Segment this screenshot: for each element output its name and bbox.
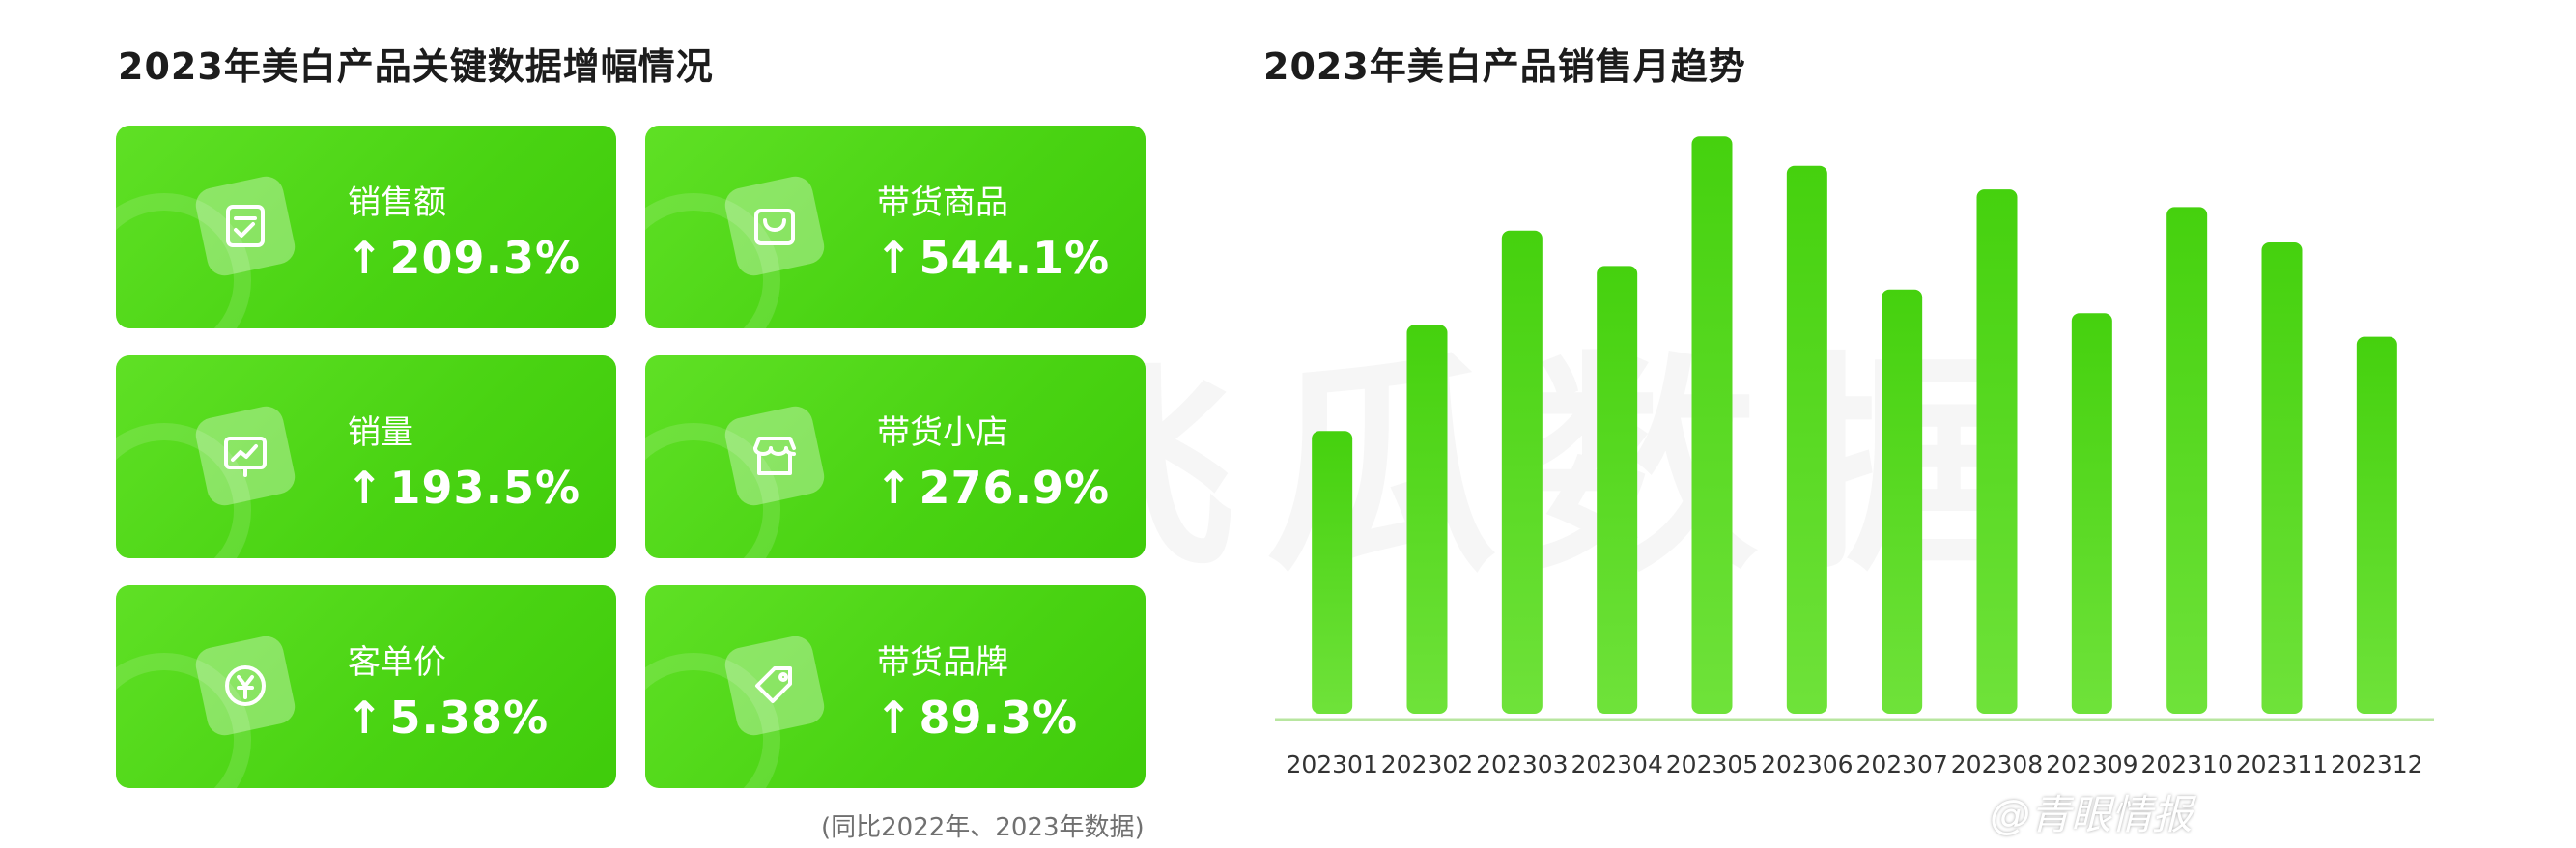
bar-202309 xyxy=(2071,313,2112,714)
metric-value: ↑ 89.3% xyxy=(875,692,1079,744)
bar-202305 xyxy=(1691,136,1733,714)
bar-202304 xyxy=(1597,266,1638,714)
metric-value: ↑ 544.1% xyxy=(875,232,1111,284)
metric-label: 带货商品 xyxy=(877,184,1008,222)
bar-202307 xyxy=(1882,289,1923,714)
bar-202308 xyxy=(1976,189,2018,715)
up-arrow-icon: ↑ xyxy=(875,462,914,514)
metric-label: 带货品牌 xyxy=(877,643,1008,682)
metric-card-shops: 带货小店 ↑ 276.9% xyxy=(645,355,1146,558)
storefront-icon xyxy=(722,403,828,509)
up-arrow-icon: ↑ xyxy=(346,692,384,744)
metric-label: 销售额 xyxy=(348,184,446,222)
metric-value: ↑ 193.5% xyxy=(346,462,581,514)
x-tick-label: 202302 xyxy=(1381,750,1473,778)
bar-202310 xyxy=(2166,207,2208,714)
x-tick-label: 202307 xyxy=(1855,750,1947,778)
monthly-sales-bar-chart: 202301 202302 202303 202304 202305 202306 2023… xyxy=(1275,136,2434,778)
x-tick-label: 202304 xyxy=(1571,750,1662,778)
up-arrow-icon: ↑ xyxy=(875,692,914,744)
x-tick-label: 202308 xyxy=(1951,750,2043,778)
x-tick-label: 202305 xyxy=(1666,750,1758,778)
up-arrow-icon: ↑ xyxy=(346,462,384,514)
bar-202302 xyxy=(1406,325,1448,714)
metric-label: 带货小店 xyxy=(877,413,1008,452)
x-tick-label: 202310 xyxy=(2140,750,2232,778)
bar-202312 xyxy=(2356,336,2397,714)
metric-card-sales-amount: 销售额 ↑ 209.3% xyxy=(116,126,616,328)
chart-title: 2023年美白产品销售月趋势 xyxy=(1263,45,1746,88)
metric-value: ↑ 5.38% xyxy=(346,692,550,744)
bar-202306 xyxy=(1786,165,1827,714)
metric-value: ↑ 276.9% xyxy=(875,462,1111,514)
yen-coin-icon xyxy=(192,633,298,739)
metric-card-sales-volume: 销量 ↑ 193.5% xyxy=(116,355,616,558)
x-tick-label: 202303 xyxy=(1476,750,1568,778)
x-tick-label: 202311 xyxy=(2236,750,2328,778)
price-tag-icon xyxy=(722,633,828,739)
metric-card-products: 带货商品 ↑ 544.1% xyxy=(645,126,1146,328)
credit-watermark: @青眼情报 xyxy=(1990,791,2194,838)
trend-board-icon xyxy=(192,403,298,509)
metric-label: 销量 xyxy=(348,413,413,452)
bar-202301 xyxy=(1312,431,1353,714)
metric-card-unit-price: 客单价 ↑ 5.38% xyxy=(116,585,616,788)
x-tick-label: 202301 xyxy=(1286,750,1377,778)
footnote: (同比2022年、2023年数据) xyxy=(821,813,1145,842)
up-arrow-icon: ↑ xyxy=(346,232,384,284)
receipt-icon xyxy=(192,173,298,279)
bar-202311 xyxy=(2261,242,2303,714)
metric-value: ↑ 209.3% xyxy=(346,232,581,284)
metric-label: 客单价 xyxy=(348,643,446,682)
x-tick-label: 202306 xyxy=(1761,750,1853,778)
bar-202303 xyxy=(1501,230,1543,715)
x-tick-label: 202309 xyxy=(2046,750,2137,778)
up-arrow-icon: ↑ xyxy=(875,232,914,284)
left-panel-title: 2023年美白产品关键数据增幅情况 xyxy=(118,45,714,88)
metric-card-brands: 带货品牌 ↑ 89.3% xyxy=(645,585,1146,788)
x-tick-label: 202312 xyxy=(2331,750,2422,778)
shopping-bag-icon xyxy=(722,173,828,279)
